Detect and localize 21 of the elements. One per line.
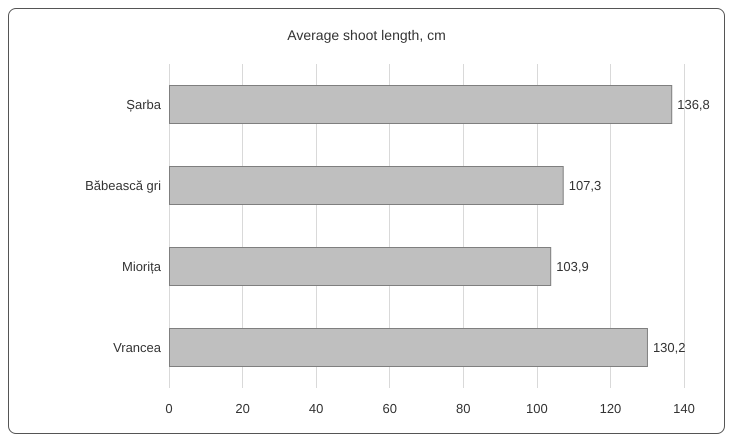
x-tick-label: 60 bbox=[382, 401, 397, 416]
x-tick-label: 40 bbox=[308, 401, 324, 416]
x-tick-label: 100 bbox=[526, 401, 548, 416]
data-label: 107,3 bbox=[568, 178, 602, 193]
y-tick-label: Băbească gri bbox=[85, 178, 162, 193]
data-label: 103,9 bbox=[556, 259, 589, 274]
y-tick-label: Vrancea bbox=[113, 340, 162, 355]
x-tick-label: 0 bbox=[165, 401, 173, 416]
bar bbox=[169, 328, 648, 367]
x-tick-label: 120 bbox=[600, 401, 622, 416]
bar bbox=[169, 247, 552, 286]
y-tick-label: Șarba bbox=[126, 97, 162, 112]
chart-title: Average shoot length, cm bbox=[287, 27, 446, 43]
bar bbox=[169, 166, 564, 205]
x-tick-label: 80 bbox=[456, 401, 471, 416]
y-tick-label: Miorița bbox=[122, 259, 162, 274]
x-tick-label: 20 bbox=[235, 401, 250, 416]
data-label: 130,2 bbox=[652, 340, 686, 355]
data-label: 136,8 bbox=[677, 97, 710, 112]
x-tick-label: 140 bbox=[673, 401, 695, 416]
bar bbox=[169, 85, 672, 124]
